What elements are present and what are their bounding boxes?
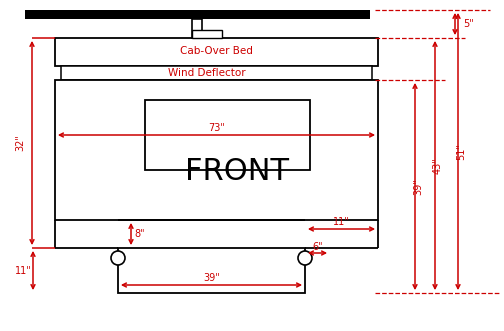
Bar (192, 19, 202, 38)
Text: 73": 73" (208, 123, 225, 133)
Bar (145, 100, 310, 170)
Bar (192, 30, 222, 38)
Text: 32": 32" (15, 135, 25, 152)
Text: FRONT: FRONT (184, 157, 288, 185)
Text: 51": 51" (456, 143, 466, 160)
Circle shape (298, 251, 312, 265)
Text: 39": 39" (203, 273, 220, 283)
Circle shape (111, 251, 125, 265)
Bar (55, 38, 378, 66)
Text: Cab-Over Bed: Cab-Over Bed (180, 46, 253, 56)
Text: 11": 11" (15, 265, 31, 275)
Text: 11": 11" (333, 217, 350, 227)
Text: 6": 6" (312, 242, 323, 252)
Bar (55, 80, 378, 220)
Text: 5": 5" (464, 19, 474, 29)
Text: 8": 8" (135, 229, 145, 239)
Bar (118, 248, 305, 293)
Bar (61, 66, 372, 80)
Text: 43": 43" (433, 157, 443, 174)
Text: 39": 39" (413, 178, 423, 195)
Bar (25, 10, 370, 19)
Text: Wind Deflector: Wind Deflector (168, 68, 245, 78)
